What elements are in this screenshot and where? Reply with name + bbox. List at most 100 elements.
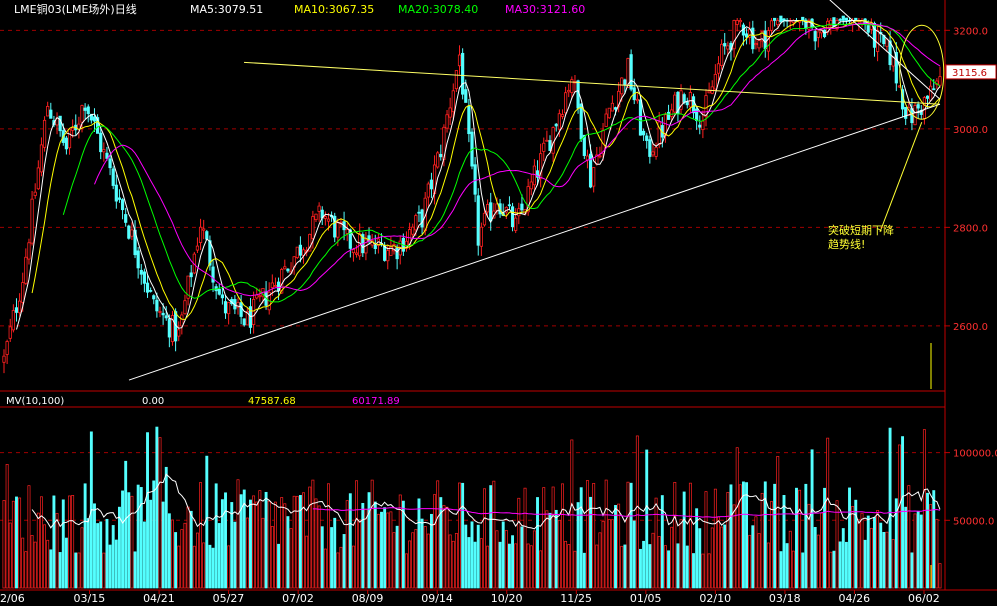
candle-body — [576, 80, 580, 109]
volume-label: MV(10,100) — [6, 396, 64, 407]
volume-bar — [80, 527, 84, 589]
candle-body — [448, 107, 452, 118]
volume-bar — [635, 435, 639, 589]
volume-bar — [723, 524, 727, 589]
volume-bar — [174, 532, 178, 589]
volume-bar — [885, 531, 889, 589]
volume-bar — [336, 552, 340, 589]
volume-bar — [922, 429, 926, 589]
candle-body — [124, 214, 128, 223]
candle-body — [354, 252, 359, 255]
volume-bar — [741, 481, 745, 589]
volume-bar — [863, 539, 867, 589]
volume-bar — [105, 518, 109, 589]
volume-bar — [735, 447, 739, 589]
candle-body — [723, 43, 727, 47]
volume-bar — [698, 528, 702, 589]
volume-bar — [617, 503, 621, 589]
candle-body — [748, 29, 752, 38]
candle-body — [223, 301, 228, 314]
volume-bar — [545, 510, 549, 589]
volume-bar — [180, 529, 184, 589]
candle-body — [167, 318, 171, 338]
candle-body — [829, 20, 833, 26]
volume-bar — [567, 544, 571, 589]
volume-bar — [308, 486, 312, 589]
trendlines — [128, 0, 941, 381]
volume-bar — [345, 500, 349, 589]
candle-body — [841, 15, 845, 21]
volume-bar — [61, 499, 65, 589]
volume-gridlines — [0, 452, 945, 521]
volume-bar — [395, 525, 399, 589]
candle-body — [570, 79, 574, 93]
candle-body — [311, 216, 315, 239]
candle-body — [682, 94, 686, 103]
volume-bar — [5, 464, 9, 589]
candle-body — [701, 120, 705, 131]
volume-bar — [791, 550, 795, 589]
volume-bar — [592, 483, 596, 589]
volume-bar — [629, 482, 633, 589]
candle-body — [698, 124, 702, 128]
volume-bar — [208, 544, 212, 589]
volume-bar — [130, 495, 134, 589]
trendline-lower — [128, 103, 941, 381]
volume-bar — [255, 501, 259, 589]
candle-body — [720, 43, 724, 66]
volume-bar — [495, 530, 499, 589]
volume-bar — [277, 543, 281, 589]
trendline-short-down — [829, 0, 941, 100]
ma10-line — [31, 20, 941, 320]
candle-body — [457, 54, 462, 67]
candle-body — [782, 18, 786, 21]
candle-body — [816, 31, 820, 38]
volume-bar — [99, 521, 103, 589]
volume-bar — [239, 494, 243, 589]
volume-bar — [660, 495, 664, 589]
candle-body — [613, 107, 618, 110]
volume-bar — [149, 499, 153, 589]
volume-bar — [701, 553, 705, 589]
volume-bar — [692, 553, 695, 589]
volume-bar — [489, 485, 493, 589]
candle-body — [507, 204, 512, 207]
candle-body — [925, 95, 930, 99]
volume-bar — [717, 516, 720, 589]
volume-bar — [233, 521, 237, 589]
volume-bar — [557, 519, 561, 589]
ma-lines — [16, 20, 941, 330]
candle-body — [202, 228, 206, 231]
candle-body — [567, 89, 571, 93]
x-axis-labels: 2/06 03/15 04/21 05/27 07/02 08/09 09/14 10/20 1… — [0, 590, 940, 605]
candle-body — [8, 326, 12, 339]
volume-bar — [417, 498, 421, 589]
volume-bar — [626, 481, 630, 589]
volume-bar — [411, 532, 415, 589]
volume-bar — [657, 536, 661, 589]
volume-bar — [667, 550, 671, 589]
candle-body — [170, 315, 175, 343]
volume-bar — [93, 503, 96, 589]
x-tick-label: 03/15 — [74, 592, 106, 605]
candle-body — [242, 318, 246, 326]
candle-body — [732, 20, 736, 50]
breakout-callout — [879, 24, 945, 233]
volume-bar — [483, 488, 486, 589]
candle-body — [844, 17, 849, 21]
candle-body — [735, 20, 739, 25]
volume-bar — [454, 533, 458, 589]
volume-bar — [289, 528, 293, 589]
volume-bar — [183, 522, 187, 589]
candle-body — [666, 111, 671, 120]
volume-bar — [916, 510, 920, 589]
candle-body — [635, 98, 639, 102]
volume-bar — [420, 518, 424, 589]
volume-bar — [526, 543, 530, 589]
volume-bar — [570, 439, 574, 589]
volume-bar — [682, 491, 686, 589]
candle-body — [139, 269, 143, 275]
candle-body — [145, 282, 150, 293]
candle-body — [308, 233, 312, 252]
candle-body — [813, 31, 817, 42]
